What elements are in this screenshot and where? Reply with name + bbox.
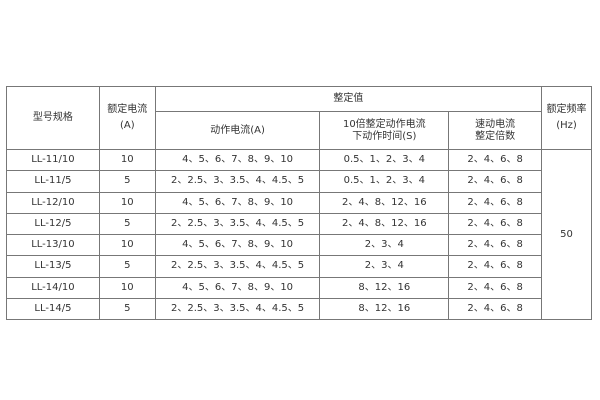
cell-model: LL-11/10 <box>6 148 100 172</box>
cell-action-current: 2、2.5、3、3.5、4、4.5、5 <box>154 212 321 236</box>
cell-action-current: 4、5、6、7、8、9、10 <box>154 276 321 299</box>
table-row: LL-12/10 10 4、5、6、7、8、9、10 2、4、8、12、16 2、4、6… <box>6 191 592 214</box>
cell-model: LL-12/5 <box>6 212 100 236</box>
cell-model: LL-13/5 <box>6 255 100 278</box>
header-model: 型号规格 <box>6 86 100 150</box>
header-instant-multiple: 速动电流 整定倍数 <box>448 111 543 150</box>
cell-action-time: 2、4、8、12、16 <box>319 212 450 236</box>
header-action-time-line1: 10倍整定动作电流 <box>342 118 426 130</box>
header-rated-frequency: 额定频率 (Hz) <box>541 86 592 150</box>
cell-instant-multiple: 2、4、6、8 <box>448 276 543 299</box>
header-rated-frequency-label: 额定频率 <box>546 104 587 115</box>
cell-instant-multiple: 2、4、6、8 <box>448 233 543 257</box>
cell-action-time: 0.5、1、2、3、4 <box>319 170 450 193</box>
table-row: LL-13/10 10 4、5、6、7、8、9、10 2、3、4 2、4、6、8 <box>6 233 592 257</box>
cell-instant-multiple: 2、4、6、8 <box>448 148 543 172</box>
table-row: LL-13/5 5 2、2.5、3、3.5、4、4.5、5 2、3、4 2、4、6、8 <box>6 255 592 278</box>
cell-rated-current: 5 <box>98 212 156 236</box>
cell-model: LL-11/5 <box>6 170 100 193</box>
cell-action-time: 2、4、8、12、16 <box>319 191 450 214</box>
table-row: LL-14/5 5 2、2.5、3、3.5、4、4.5、5 8、12、16 2、4、6、… <box>6 297 592 321</box>
cell-action-current: 4、5、6、7、8、9、10 <box>154 148 321 172</box>
cell-rated-current: 5 <box>98 297 156 321</box>
cell-model: LL-14/5 <box>6 297 100 321</box>
header-action-time-line2: 下动作时间(S) <box>352 130 417 142</box>
table-row: LL-11/10 10 4、5、6、7、8、9、10 0.5、1、2、3、4 2、4、6… <box>6 148 592 320</box>
cell-rated-current: 10 <box>98 148 156 172</box>
cell-action-time: 2、3、4 <box>319 255 450 278</box>
header-instant-multiple-line1: 速动电流 <box>475 118 516 130</box>
table-row: LL-11/5 5 2、2.5、3、3.5、4、4.5、5 0.5、1、2、3、4 2、… <box>6 170 592 193</box>
cell-model: LL-13/10 <box>6 233 100 257</box>
cell-instant-multiple: 2、4、6、8 <box>448 297 543 321</box>
header-action-time: 10倍整定动作电流 下动作时间(S) <box>319 111 450 150</box>
cell-instant-multiple: 2、4、6、8 <box>448 255 543 278</box>
cell-instant-multiple: 2、4、6、8 <box>448 212 543 236</box>
cell-rated-current: 10 <box>98 233 156 257</box>
cell-frequency: 50 <box>541 149 592 320</box>
cell-action-current: 2、2.5、3、3.5、4、4.5、5 <box>154 170 321 193</box>
cell-instant-multiple: 2、4、6、8 <box>448 191 543 214</box>
cell-model: LL-14/10 <box>6 276 100 299</box>
header-rated-current-label: 额定电流 <box>107 104 148 115</box>
header-instant-multiple-line2: 整定倍数 <box>475 130 516 142</box>
cell-action-current: 2、2.5、3、3.5、4、4.5、5 <box>154 297 321 321</box>
cell-rated-current: 5 <box>98 255 156 278</box>
cell-action-current: 4、5、6、7、8、9、10 <box>154 233 321 257</box>
table-row: LL-12/5 5 2、2.5、3、3.5、4、4.5、5 2、4、8、12、16 2、… <box>6 212 592 236</box>
cell-action-time: 2、3、4 <box>319 233 450 257</box>
cell-rated-current: 10 <box>98 276 156 299</box>
header-rated-frequency-unit: (Hz) <box>556 120 577 131</box>
cell-rated-current: 5 <box>98 170 156 193</box>
cell-action-time: 8、12、16 <box>319 297 450 321</box>
cell-rated-current: 10 <box>98 191 156 214</box>
header-rated-current: 额定电流 (A) <box>98 86 156 150</box>
header-setting-values: 整定值 <box>154 86 543 112</box>
cell-action-time: 0.5、1、2、3、4 <box>319 148 450 172</box>
table-row: LL-14/10 10 4、5、6、7、8、9、10 8、12、16 2、4、6、8 <box>6 276 592 299</box>
cell-action-time: 8、12、16 <box>319 276 450 299</box>
header-action-current: 动作电流(A) <box>154 111 321 150</box>
cell-instant-multiple: 2、4、6、8 <box>448 170 543 193</box>
cell-action-current: 2、2.5、3、3.5、4、4.5、5 <box>154 255 321 278</box>
header-rated-current-unit: (A) <box>119 120 135 131</box>
cell-action-current: 4、5、6、7、8、9、10 <box>154 191 321 214</box>
cell-model: LL-12/10 <box>6 191 100 214</box>
relay-spec-table: 型号规格 额定电流 (A) 整定值 额定频率 (Hz) 动作电流(A) 10倍整… <box>6 86 592 321</box>
